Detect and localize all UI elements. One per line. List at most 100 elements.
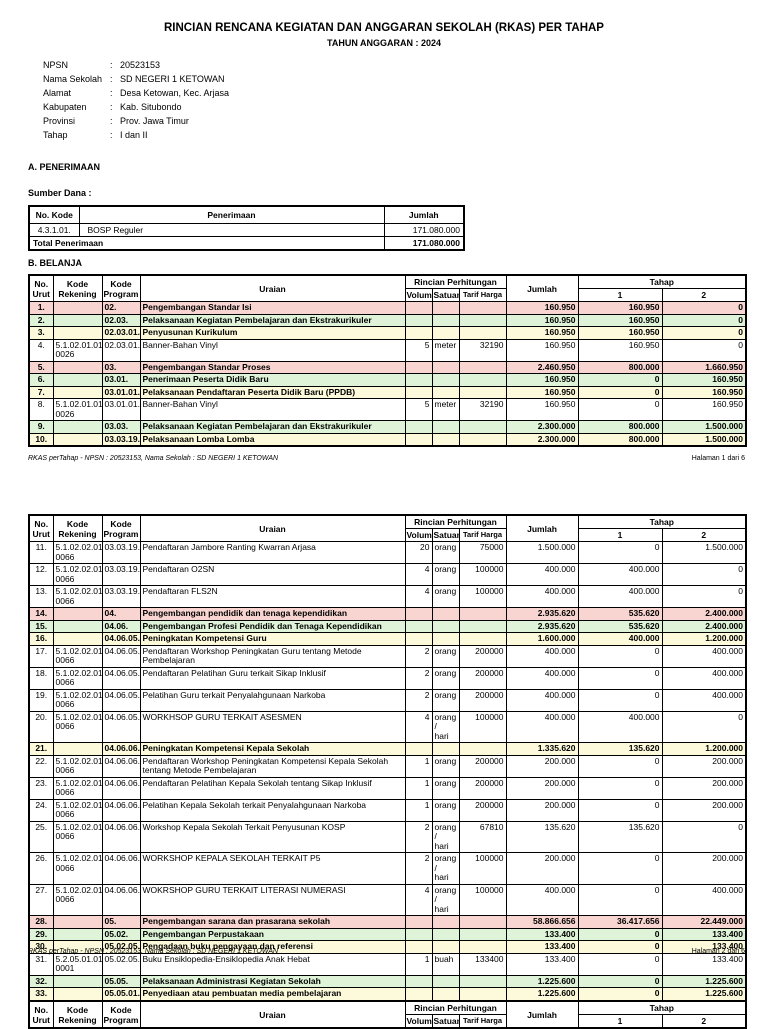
cell-program: 05.05. bbox=[101, 974, 141, 988]
cell-tahap1: 0 bbox=[577, 987, 663, 1001]
cell-satuan: orang bbox=[431, 644, 460, 668]
col-volume: Volume bbox=[404, 288, 433, 302]
cell-tarif: 200000 bbox=[458, 666, 507, 690]
cell-tahap1: 135.620 bbox=[577, 820, 663, 853]
cell-uraian: Pelatihan Guru terkait Penyalahgunaan Na… bbox=[139, 688, 406, 712]
info-colon: : bbox=[110, 60, 113, 70]
cell-tarif bbox=[458, 987, 507, 1001]
info-row: Nama Sekolah: SD NEGERI 1 KETOWAN bbox=[43, 72, 229, 86]
cell-jumlah: 200.000 bbox=[505, 776, 579, 800]
cell-tahap2: 400.000 bbox=[661, 688, 747, 712]
cell-volume bbox=[404, 373, 433, 387]
cell-tarif bbox=[458, 373, 507, 387]
cell-volume bbox=[404, 385, 433, 399]
cell-tahap2: 0 bbox=[661, 563, 747, 586]
cell-volume bbox=[404, 987, 433, 1001]
cell-satuan: orang / hari bbox=[431, 883, 460, 916]
cell-tahap1: 36.417.656 bbox=[577, 915, 663, 929]
col-tahap-2: 2 bbox=[661, 288, 747, 302]
table-row: 23. 5.1.02.02.01. 0066 04.06.06. Pendaftara… bbox=[28, 776, 747, 800]
info-value: I dan II bbox=[120, 130, 148, 140]
cell-satuan bbox=[431, 742, 460, 756]
cell-no: 24. bbox=[28, 798, 54, 822]
cell-satuan bbox=[431, 927, 460, 941]
cell-rekening: 5.1.02.02.01. 0066 bbox=[52, 852, 103, 885]
info-label: Provinsi bbox=[43, 116, 76, 126]
cell-no: 23. bbox=[28, 776, 54, 800]
cell-tahap2: 0 bbox=[661, 338, 747, 362]
cell-tahap2: 1.660.950 bbox=[661, 360, 747, 374]
cell-jumlah: 2.935.620 bbox=[505, 607, 579, 621]
cell-tahap2: 0 bbox=[661, 820, 747, 853]
cell-volume: 1 bbox=[404, 798, 433, 822]
cell-tarif bbox=[458, 432, 507, 447]
table-row: 16. 04.06.05. Peningkatan Kompetensi Guru 1… bbox=[28, 632, 747, 646]
cell-volume: 2 bbox=[404, 820, 433, 853]
cell-tahap2: 1.200.000 bbox=[661, 632, 747, 646]
col-tarif-harga: Tarif Harga bbox=[458, 528, 507, 542]
cell-volume: 1 bbox=[404, 952, 433, 976]
cell-program: 04.06.05. bbox=[101, 644, 141, 668]
belanja-table-page3: No. Urut Kode Rekening Kode Program Urai… bbox=[28, 1000, 748, 1029]
info-value: Prov. Jawa Timur bbox=[120, 116, 189, 126]
cell-no: 17. bbox=[28, 644, 54, 668]
cell-no: 11. bbox=[28, 541, 54, 564]
cell-jumlah: 160.950 bbox=[505, 385, 579, 399]
cell-rekening: 5.1.02.02.01. 0066 bbox=[52, 644, 103, 668]
cell-jumlah: 160.950 bbox=[505, 338, 579, 362]
cell-volume: 1 bbox=[404, 776, 433, 800]
table-row: 7. 03.01.01. Pelaksanaan Pendaftaran Peser… bbox=[28, 385, 747, 399]
cell-program: 04.06. bbox=[101, 619, 141, 633]
col-volume: Volume bbox=[404, 528, 433, 542]
cell-tarif bbox=[458, 974, 507, 988]
cell-tahap1: 400.000 bbox=[577, 563, 663, 586]
cell-tahap2: 0 bbox=[661, 301, 747, 315]
col-kode-program: Kode Program bbox=[101, 274, 141, 302]
cell-satuan bbox=[431, 915, 460, 929]
table-header-row: No. Urut Kode Rekening Kode Program Urai… bbox=[28, 1000, 747, 1029]
cell-tahap1: 0 bbox=[577, 798, 663, 822]
cell-tahap1: 160.950 bbox=[577, 338, 663, 362]
col-tahap-2: 2 bbox=[661, 1014, 747, 1029]
cell-rekening bbox=[52, 301, 103, 315]
cell-tahap1: 135.620 bbox=[577, 742, 663, 756]
cell-tarif: 200000 bbox=[458, 754, 507, 778]
cell-program: 02.03.01. bbox=[101, 338, 141, 362]
cell-satuan: meter bbox=[431, 338, 460, 362]
cell-tarif bbox=[458, 607, 507, 621]
cell-uraian: Pendaftaran Workshop Peningkatan Kompete… bbox=[139, 754, 406, 778]
table-row: 17. 5.1.02.02.01. 0066 04.06.05. Pendaftara… bbox=[28, 644, 747, 668]
cell-no: 16. bbox=[28, 632, 54, 646]
info-row: Alamat: Desa Ketowan, Kec. Arjasa bbox=[43, 86, 229, 100]
cell-tahap1: 0 bbox=[577, 974, 663, 988]
cell-rekening: 5.1.02.02.01. 0066 bbox=[52, 883, 103, 916]
cell-jumlah: 200.000 bbox=[505, 798, 579, 822]
info-value: Kab. Situbondo bbox=[120, 102, 182, 112]
cell-rekening bbox=[52, 360, 103, 374]
cell-tarif: 200000 bbox=[458, 798, 507, 822]
page2-footer: RKAS perTahap - NPSN : 20523153, Nama Se… bbox=[28, 948, 745, 955]
cell-tahap2: 133.400 bbox=[661, 952, 747, 976]
cell-tarif bbox=[458, 619, 507, 633]
cell-uraian: Peningkatan Kompetensi Kepala Sekolah bbox=[139, 742, 406, 756]
cell-program: 04.06.06. bbox=[101, 776, 141, 800]
cell-satuan bbox=[431, 607, 460, 621]
cell-tahap1: 400.000 bbox=[577, 585, 663, 608]
cell-jumlah: 160.950 bbox=[505, 313, 579, 327]
cell-volume bbox=[404, 301, 433, 315]
cell-tarif bbox=[458, 632, 507, 646]
cell-jumlah: 133.400 bbox=[505, 940, 579, 954]
cell-tarif bbox=[458, 360, 507, 374]
cell-rekening: 5.1.02.02.01. 0066 bbox=[52, 820, 103, 853]
cell-satuan bbox=[431, 326, 460, 340]
cell-uraian: Penyusunan Kurikulum bbox=[139, 326, 406, 340]
cell-no: 4. bbox=[28, 338, 54, 362]
page-title: RINCIAN RENCANA KEGIATAN DAN ANGGARAN SE… bbox=[164, 22, 604, 34]
cell-name: BOSP Reguler bbox=[78, 222, 385, 237]
cell-program: 03.01.01. bbox=[101, 398, 141, 421]
cell-tahap1: 160.950 bbox=[577, 301, 663, 315]
cell-uraian: WOKRSHOP GURU TERKAIT LITERASI NUMERASI bbox=[139, 883, 406, 916]
total-value: 171.080.000 bbox=[383, 235, 465, 250]
cell-uraian: Pendaftaran Pelatihan Guru terkait Sikap… bbox=[139, 666, 406, 690]
cell-rekening: 5.1.02.02.01. 0066 bbox=[52, 585, 103, 608]
